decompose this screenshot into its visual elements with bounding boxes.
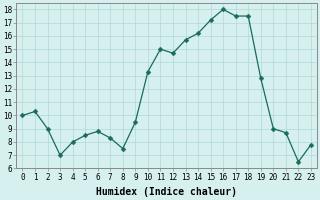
X-axis label: Humidex (Indice chaleur): Humidex (Indice chaleur) <box>96 187 237 197</box>
